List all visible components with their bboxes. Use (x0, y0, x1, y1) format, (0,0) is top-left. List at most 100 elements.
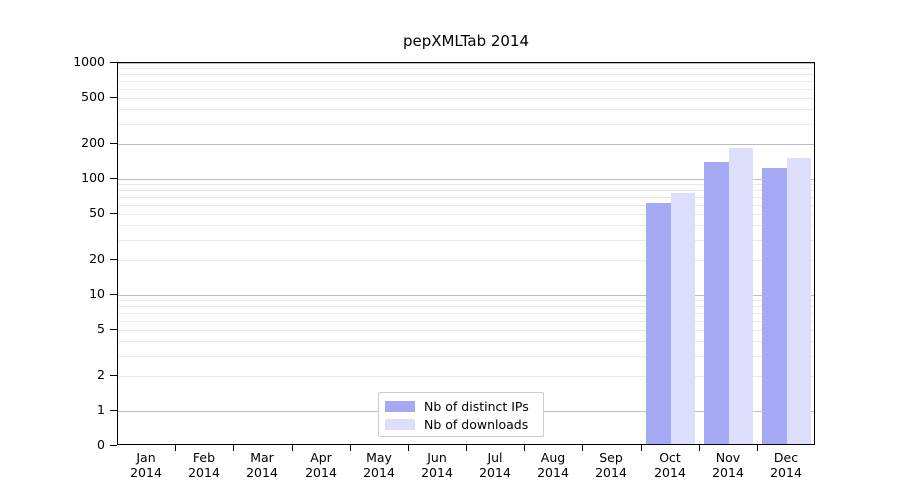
x-axis-label: Jun 2014 (408, 450, 466, 480)
x-axis-label-year: 2014 (595, 465, 627, 480)
x-axis-label-month: Sep (599, 450, 623, 465)
chart-title: pepXMLTab 2014 (402, 32, 530, 50)
gridline (118, 313, 814, 314)
x-axis-label-year: 2014 (421, 465, 453, 480)
y-axis-tick (110, 329, 117, 330)
x-axis-label: Aug 2014 (524, 450, 582, 480)
x-axis-label-year: 2014 (188, 465, 220, 480)
bar-distinct-ips (704, 162, 729, 444)
x-axis-label: Jul 2014 (466, 450, 524, 480)
bar-distinct-ips (646, 203, 671, 444)
x-axis-tick (641, 445, 642, 451)
gridline (118, 89, 814, 90)
bar-downloads (728, 148, 754, 444)
y-axis-label: 500 (81, 89, 105, 104)
x-axis-label: Jan 2014 (117, 450, 175, 480)
legend-swatch-icon-ips (385, 400, 415, 412)
bar-downloads (670, 192, 695, 444)
x-axis-label-month: Aug (540, 450, 566, 465)
y-axis-tick (110, 97, 117, 98)
gridline (118, 81, 814, 82)
y-axis-tick (110, 445, 117, 446)
x-axis-label: Mar 2014 (233, 450, 291, 480)
gridline (118, 214, 814, 215)
x-axis-label-year: 2014 (305, 465, 337, 480)
legend-item-ips: Nb of distinct IPs (385, 397, 537, 415)
x-axis-tick (292, 445, 293, 451)
x-axis-label: Feb 2014 (175, 450, 233, 480)
legend-swatch-icon-downloads (385, 418, 415, 430)
x-axis-label: Nov 2014 (699, 450, 757, 480)
x-axis-label: May 2014 (350, 450, 408, 480)
y-axis-label: 1000 (73, 54, 105, 69)
y-axis-tick (110, 294, 117, 295)
y-axis-tick (110, 143, 117, 144)
gridline (118, 295, 814, 296)
y-axis-tick (110, 259, 117, 260)
x-axis-label-year: 2014 (537, 465, 569, 480)
gridline (118, 144, 814, 145)
x-axis-label-year: 2014 (246, 465, 278, 480)
gridline (118, 179, 814, 180)
y-axis-tick (110, 410, 117, 411)
gridline (118, 240, 814, 241)
x-axis-label-month: May (366, 450, 392, 465)
y-axis-label: 100 (81, 170, 105, 185)
y-axis-label: 0 (97, 437, 105, 452)
gridline (118, 205, 814, 206)
gridline (118, 98, 814, 99)
gridline (118, 356, 814, 357)
gridline (118, 190, 814, 191)
x-axis-label-year: 2014 (712, 465, 744, 480)
x-axis-tick (466, 445, 467, 451)
x-axis-label-month: Jan (136, 450, 156, 465)
y-axis-tick (110, 62, 117, 63)
y-axis-tick (110, 213, 117, 214)
gridline (118, 74, 814, 75)
x-axis-label-year: 2014 (130, 465, 162, 480)
x-axis-label-year: 2014 (363, 465, 395, 480)
gridline (118, 376, 814, 377)
gridline (118, 341, 814, 342)
x-axis-tick (582, 445, 583, 451)
y-axis-label: 2 (97, 367, 105, 382)
x-axis-label: Sep 2014 (582, 450, 640, 480)
gridline (118, 306, 814, 307)
gridline (118, 300, 814, 301)
bar-downloads (786, 157, 812, 444)
gridline (118, 321, 814, 322)
x-axis-label-month: Jun (427, 450, 447, 465)
gridline (118, 68, 814, 69)
y-axis-tick (110, 375, 117, 376)
gridline (118, 109, 814, 110)
legend-label-ips: Nb of distinct IPs (424, 398, 529, 414)
y-axis-label: 20 (89, 251, 105, 266)
plot-area (117, 62, 815, 445)
x-axis-label-month: Dec (773, 450, 799, 465)
gridline (118, 184, 814, 185)
x-axis-tick (524, 445, 525, 451)
bar-distinct-ips (762, 168, 787, 444)
x-axis-tick (175, 445, 176, 451)
y-axis-label: 5 (97, 321, 105, 336)
y-axis-label: 200 (81, 135, 105, 150)
x-axis-label: Oct 2014 (641, 450, 699, 480)
x-axis-label-year: 2014 (654, 465, 686, 480)
x-axis-tick (233, 445, 234, 451)
gridline (118, 197, 814, 198)
y-axis-label: 50 (89, 205, 105, 220)
y-axis-label: 10 (89, 286, 105, 301)
chart-legend: Nb of distinct IPs Nb of downloads (378, 392, 544, 437)
x-axis-label-month: Nov (715, 450, 741, 465)
gridline (118, 124, 814, 125)
gridline (118, 330, 814, 331)
y-axis-tick (110, 178, 117, 179)
legend-item-downloads: Nb of downloads (385, 415, 537, 433)
y-axis-label: 1 (97, 402, 105, 417)
x-axis-label-month: Jul (487, 450, 503, 465)
x-axis-tick (699, 445, 700, 451)
x-axis-label-month: Oct (659, 450, 681, 465)
x-axis-label-month: Apr (310, 450, 332, 465)
x-axis-label-month: Feb (192, 450, 216, 465)
